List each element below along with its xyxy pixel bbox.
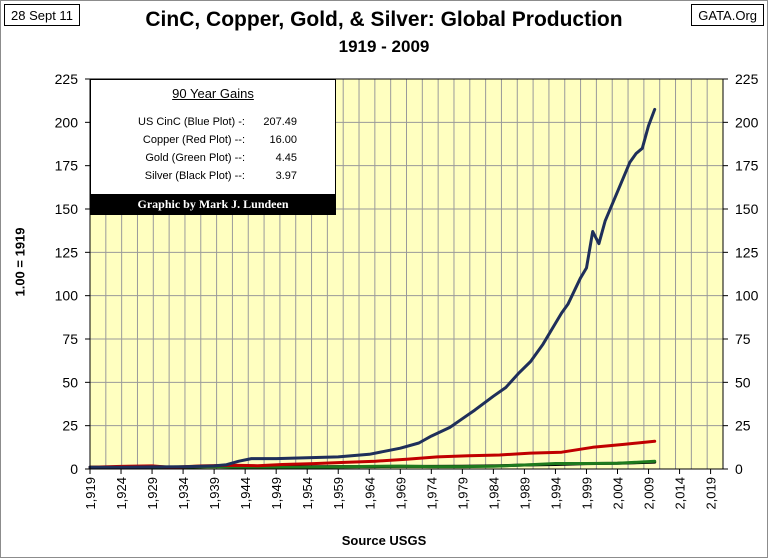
- y-tick-label: 75: [62, 331, 78, 347]
- x-tick-label: 1,974: [424, 477, 439, 510]
- gains-legend-value: 207.49: [263, 116, 297, 128]
- plot-border: [89, 78, 724, 470]
- x-tick-label: 1,959: [331, 477, 346, 510]
- gains-legend-row-copper: Copper (Red Plot) --: 16.00: [91, 134, 337, 149]
- y-tick-label: 200: [55, 114, 79, 130]
- gains-legend-label: Gold (Green Plot) --:: [145, 152, 245, 164]
- x-tick-label: 1,964: [362, 477, 377, 510]
- y-tick-label: 150: [735, 201, 759, 217]
- x-tick-label: 1,969: [393, 477, 408, 510]
- gains-legend-label: Copper (Red Plot) --:: [142, 134, 245, 146]
- y-axis-left: 0 25 50 75 100 125 150 175 200 225: [55, 71, 90, 477]
- y-tick-label: 125: [735, 244, 759, 260]
- x-tick-label: 2,004: [611, 477, 626, 510]
- y-tick-label: 150: [55, 201, 79, 217]
- gains-legend-row-cinc: US CinC (Blue Plot) -: 207.49: [91, 116, 337, 131]
- x-tick-label: 1,924: [114, 477, 129, 510]
- x-tick-label: 1,934: [176, 477, 191, 510]
- x-tick-label: 1,989: [517, 477, 532, 510]
- x-tick-label: 2,009: [642, 477, 657, 510]
- x-tick-label: 1,999: [579, 477, 594, 510]
- x-axis-label: Source USGS: [341, 533, 427, 548]
- y-tick-label: 225: [735, 71, 759, 87]
- chart-title: CinC, Copper, Gold, & Silver: Global Pro…: [145, 8, 623, 31]
- x-tick-label: 1,984: [486, 477, 501, 510]
- x-axis: 1,919 1,924 1,929 1,934 1,939 1,944 1,949 1,954…: [83, 469, 719, 510]
- y-tick-label: 0: [70, 461, 78, 477]
- cinc-series-line: [88, 107, 657, 469]
- y-tick-label: 125: [55, 244, 79, 260]
- y-tick-label: 100: [735, 288, 759, 304]
- y-tick-label: 25: [62, 418, 78, 434]
- y-tick-label: 200: [735, 114, 759, 130]
- x-tick-label: 1,919: [83, 477, 98, 510]
- y-tick-label: 175: [735, 158, 759, 174]
- y-tick-label: 75: [735, 331, 751, 347]
- y-tick-label: 175: [55, 158, 79, 174]
- series-layer: [88, 107, 657, 469]
- x-tick-label: 1,979: [455, 477, 470, 510]
- y-axis-right: 0 25 50 75 100 125 150 175 200 225: [723, 71, 759, 477]
- y-axis-label: 1.00 = 1919: [12, 227, 28, 297]
- chart-subtitle: 1919 - 2009: [338, 37, 430, 56]
- date-label: 28 Sept 11: [4, 4, 80, 26]
- x-tick-label: 1,929: [145, 477, 160, 510]
- x-tick-label: 1,954: [300, 477, 315, 510]
- gains-legend-row-silver: Silver (Black Plot) --: 3.97: [91, 170, 337, 185]
- x-tick-label: 1,939: [207, 477, 222, 510]
- y-tick-label: 0: [735, 461, 743, 477]
- gains-legend-row-gold: Gold (Green Plot) --: 4.45: [91, 152, 337, 167]
- x-tick-label: 2,014: [673, 477, 688, 510]
- gains-legend-label: US CinC (Blue Plot) -:: [138, 116, 245, 128]
- x-tick-label: 2,019: [704, 477, 719, 510]
- source-site-label: GATA.Org: [691, 4, 764, 26]
- x-tick-label: 1,949: [269, 477, 284, 510]
- gains-legend-value: 16.00: [269, 134, 297, 146]
- y-tick-label: 25: [735, 418, 751, 434]
- gains-legend-label: Silver (Black Plot) --:: [144, 170, 245, 182]
- gains-legend-value: 3.97: [275, 170, 297, 182]
- x-tick-label: 1,994: [548, 477, 563, 510]
- y-tick-label: 50: [62, 374, 78, 390]
- gains-legend-value: 4.45: [275, 152, 297, 164]
- x-tick-label: 1,944: [238, 477, 253, 510]
- credit-banner: Graphic by Mark J. Lundeen: [90, 194, 336, 214]
- y-tick-label: 100: [55, 288, 79, 304]
- y-tick-label: 225: [55, 71, 79, 87]
- y-tick-label: 50: [735, 374, 751, 390]
- gains-legend-heading: 90 Year Gains: [172, 86, 254, 101]
- gains-legend-box: 90 Year Gains US CinC (Blue Plot) -: 207…: [90, 79, 336, 215]
